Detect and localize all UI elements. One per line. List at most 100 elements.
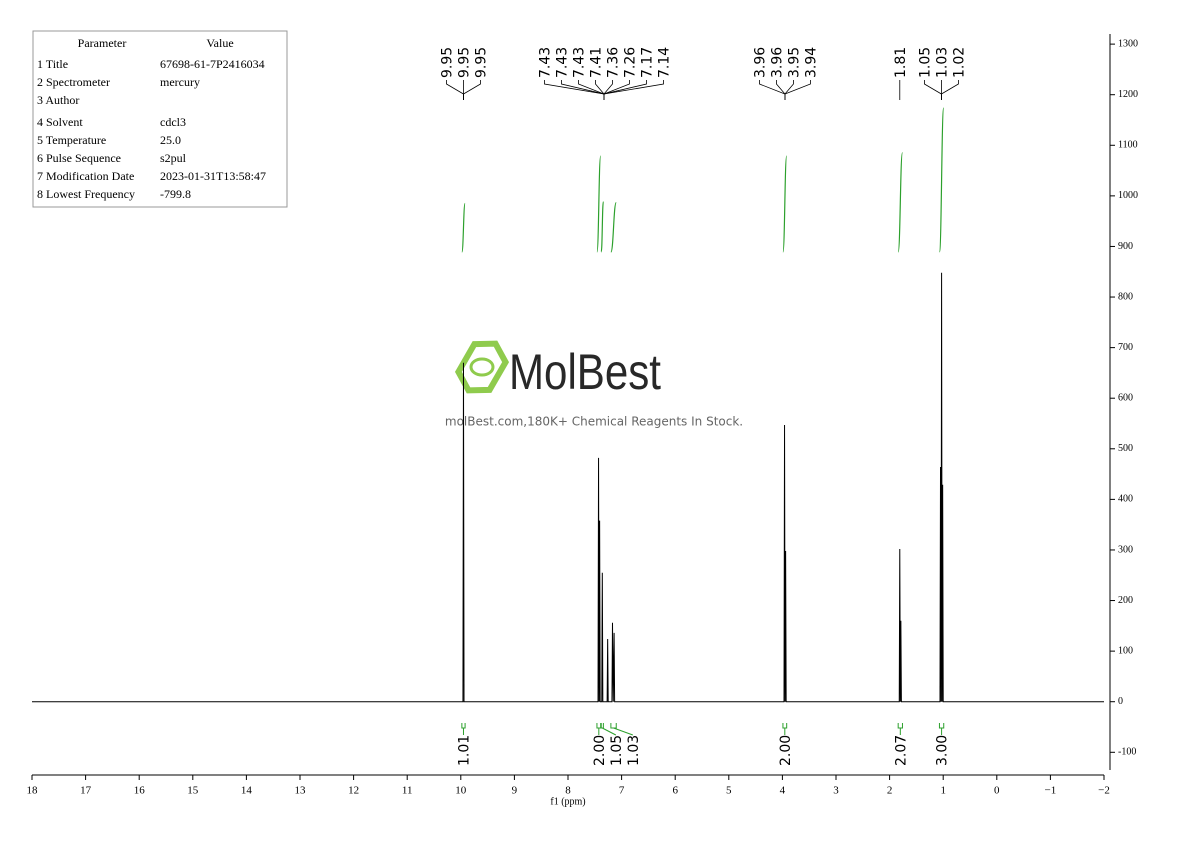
x-tick-label: 16 [134,785,146,797]
table-cell: 6 Pulse Sequence [37,151,121,165]
x-tick-label: 11 [402,785,413,797]
peak-label: 7.43 [554,47,570,78]
peak-label: 9.95 [439,47,455,78]
y-tick-label: 1300 [1118,38,1138,49]
integral-label: 1.03 [626,735,642,766]
integral-label: 2.00 [592,735,608,766]
parameter-table [32,30,288,208]
table-cell: 67698-61-7P2416034 [160,57,265,71]
peak-label: 3.96 [769,47,785,78]
x-tick-label: 15 [187,785,199,797]
integral-label: 2.00 [778,735,794,766]
x-tick-label: −2 [1098,785,1110,797]
peak-label: 7.26 [622,47,638,78]
x-tick-label: 13 [295,785,307,797]
table-cell: -799.8 [160,187,191,201]
y-tick-label: -100 [1118,747,1136,758]
x-tick-label: 8 [565,785,571,797]
x-tick-label: 18 [27,785,39,797]
integral-bracket [897,723,903,735]
y-tick-label: 500 [1118,443,1133,454]
integral-curve [897,152,904,253]
integral-bracket [610,723,633,736]
table-cell: 3 Author [37,93,79,107]
x-tick-label: 6 [672,785,678,797]
peak-leader [446,80,464,100]
peak-leader [603,80,647,100]
x-tick-label: 1 [940,785,946,797]
table-cell: 5 Temperature [37,133,106,147]
y-tick-label: 1200 [1118,89,1138,100]
peak-label: 3.95 [786,47,802,78]
peak-label: 7.17 [639,47,655,78]
peak-leader [941,80,959,100]
table-cell: 25.0 [160,133,181,147]
x-tick-label: 17 [80,785,92,797]
watermark-brand: MolBest [509,344,661,400]
peak-leader [603,80,613,100]
x-tick-label: 5 [726,785,732,797]
table-cell: 2 Spectrometer [37,75,110,89]
peak-label: 7.43 [537,47,553,78]
table-cell: 7 Modification Date [37,169,134,183]
x-tick-label: 14 [241,785,253,797]
integral-label: 2.07 [893,735,909,766]
table-cell: 1 Title [37,57,68,71]
peak-label: 7.14 [656,47,672,78]
peak-leader [463,80,481,100]
peak-label: 7.41 [588,47,604,78]
logo-ring [469,357,495,377]
integral-bracket [461,723,466,735]
integral-bracket [938,723,945,735]
peak-label: 3.94 [803,47,819,78]
integral-bracket [782,723,788,735]
table-header: Parameter [78,36,127,50]
peak-label: 7.36 [605,47,621,78]
logo [454,340,510,394]
x-axis-label: f1 (ppm) [550,796,585,807]
peak-label: 9.95 [456,47,472,78]
peak-leader [603,80,664,100]
integral-curve [461,202,466,253]
peak-label: 7.43 [571,47,587,78]
peak-leader [784,80,794,100]
peak-label: 9.95 [473,47,489,78]
peak-label: 1.05 [917,47,933,78]
integral-bracket [600,723,617,736]
y-tick-label: 1100 [1118,140,1138,151]
x-tick-label: 10 [455,785,467,797]
table-cell: 8 Lowest Frequency [37,187,135,201]
y-tick-label: 600 [1118,393,1133,404]
table-cell: mercury [160,75,200,89]
table-cell: 2023-01-31T13:58:47 [160,169,266,183]
y-tick-label: 700 [1118,342,1133,353]
spectrum-line [32,272,1104,703]
table-cell: s2pul [160,151,187,165]
integral-curve [610,201,617,253]
peak-leader [784,80,811,100]
table-cell: 4 Solvent [37,115,83,129]
y-tick-label: 1000 [1118,190,1138,201]
y-tick-label: 400 [1118,494,1133,505]
integral-curve [596,155,602,253]
integral-curve [938,107,945,253]
x-tick-label: 4 [780,785,786,797]
x-tick-label: 7 [619,785,625,797]
integral-label: 3.00 [935,735,951,766]
x-tick-label: 3 [833,785,839,797]
table-cell: cdcl3 [160,115,186,129]
peak-leader [924,80,942,100]
table-header: Value [206,36,233,50]
integral-bracket [596,723,602,735]
x-tick-label: 0 [994,785,1000,797]
integral-label: 1.05 [609,735,625,766]
peak-leader [776,80,786,100]
x-tick-label: 2 [887,785,893,797]
peak-label: 1.02 [951,47,967,78]
integral-label: 1.01 [456,735,472,766]
peak-leader [544,80,605,100]
y-tick-label: 0 [1118,696,1123,707]
integral-curve [600,201,604,253]
x-tick-label: −1 [1045,785,1057,797]
